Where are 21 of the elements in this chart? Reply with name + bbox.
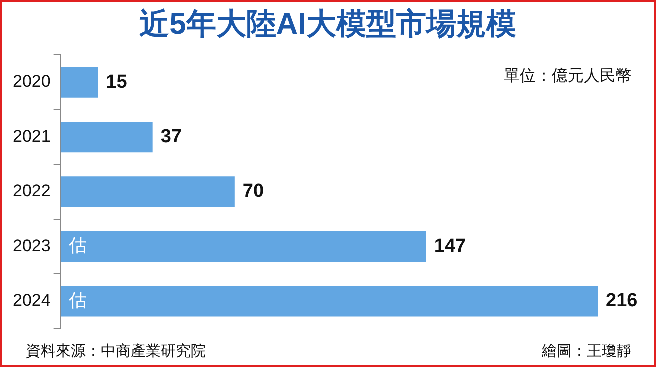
- data-label: 70: [242, 181, 264, 202]
- bar: [60, 286, 598, 317]
- data-label: 216: [606, 290, 638, 312]
- data-label: 15: [106, 72, 128, 93]
- y-tick-label: 2023: [12, 236, 51, 256]
- y-tick-label: 2022: [12, 182, 51, 201]
- data-label: 147: [434, 236, 466, 257]
- y-tick-label: 2024: [12, 291, 51, 310]
- source-note: 資料來源：中商產業研究院: [26, 342, 206, 361]
- bar: [60, 67, 98, 98]
- data-label: 37: [160, 126, 182, 148]
- bar: [60, 176, 235, 208]
- y-tick-label: 2020: [12, 72, 51, 92]
- annotation: 單位：億元人民幣: [504, 66, 632, 87]
- text: 繪圖：王瓊靜: [542, 342, 632, 361]
- annotation: 估: [68, 236, 87, 256]
- bar: [60, 231, 426, 262]
- chart-title: 近5年大陸AI大模型市場規模: [138, 7, 518, 43]
- annotation: 估: [68, 290, 87, 310]
- bar: [60, 122, 153, 153]
- y-tick-label: 2021: [12, 126, 51, 146]
